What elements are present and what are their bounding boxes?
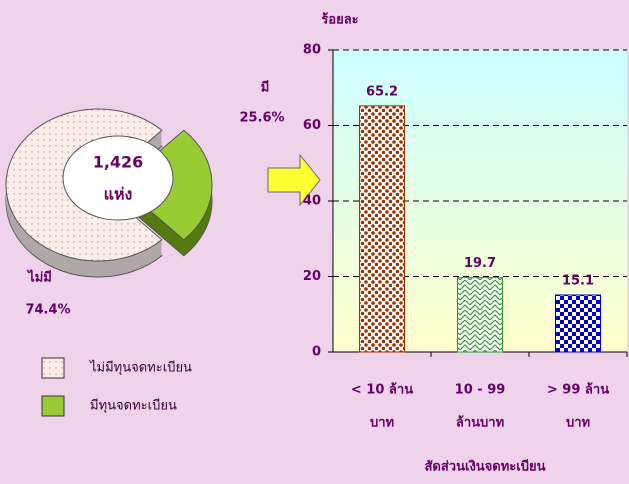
x-tick-label: < 10 ล้าน — [351, 382, 413, 398]
y-tick-label: 0 — [312, 345, 321, 360]
value-label: 15.1 — [562, 273, 594, 288]
y-tick-label: 40 — [303, 194, 321, 209]
bar — [359, 105, 405, 353]
bar — [457, 277, 503, 353]
y-axis-label: ร้อยละ — [321, 12, 358, 28]
y-tick-label: 80 — [303, 43, 321, 58]
arrow — [267, 153, 321, 207]
value-label: 65.2 — [366, 84, 398, 99]
x-tick-label: ล้านบาท — [456, 415, 504, 431]
slice-value: 74.4% — [25, 303, 70, 318]
slice-label: ไม่มี — [26, 269, 52, 286]
center-label: 1,426 — [93, 153, 144, 172]
slice-value: 25.6% — [239, 111, 284, 126]
slice-label: มี — [261, 80, 270, 96]
value-label: 19.7 — [464, 256, 496, 271]
y-tick-label: 60 — [303, 118, 321, 133]
x-tick-label: บาท — [370, 416, 394, 431]
x-tick-label: > 99 ล้าน — [547, 382, 609, 398]
legend-swatch — [41, 357, 65, 379]
center-ellipse — [62, 135, 174, 221]
x-axis-label: สัดส่วนเงินจดทะเบียน — [425, 459, 546, 475]
legend-label: มีทุนจดทะเบียน — [90, 398, 177, 414]
center-label: แห่ง — [104, 185, 133, 204]
legend-label: ไม่มีทุนจดทะเบียน — [89, 360, 192, 376]
x-tick-label: บาท — [566, 416, 590, 431]
legend-swatch — [41, 395, 65, 417]
y-tick-label: 20 — [303, 269, 321, 284]
x-tick-label: 10 - 99 — [455, 383, 506, 398]
bar — [555, 294, 601, 353]
